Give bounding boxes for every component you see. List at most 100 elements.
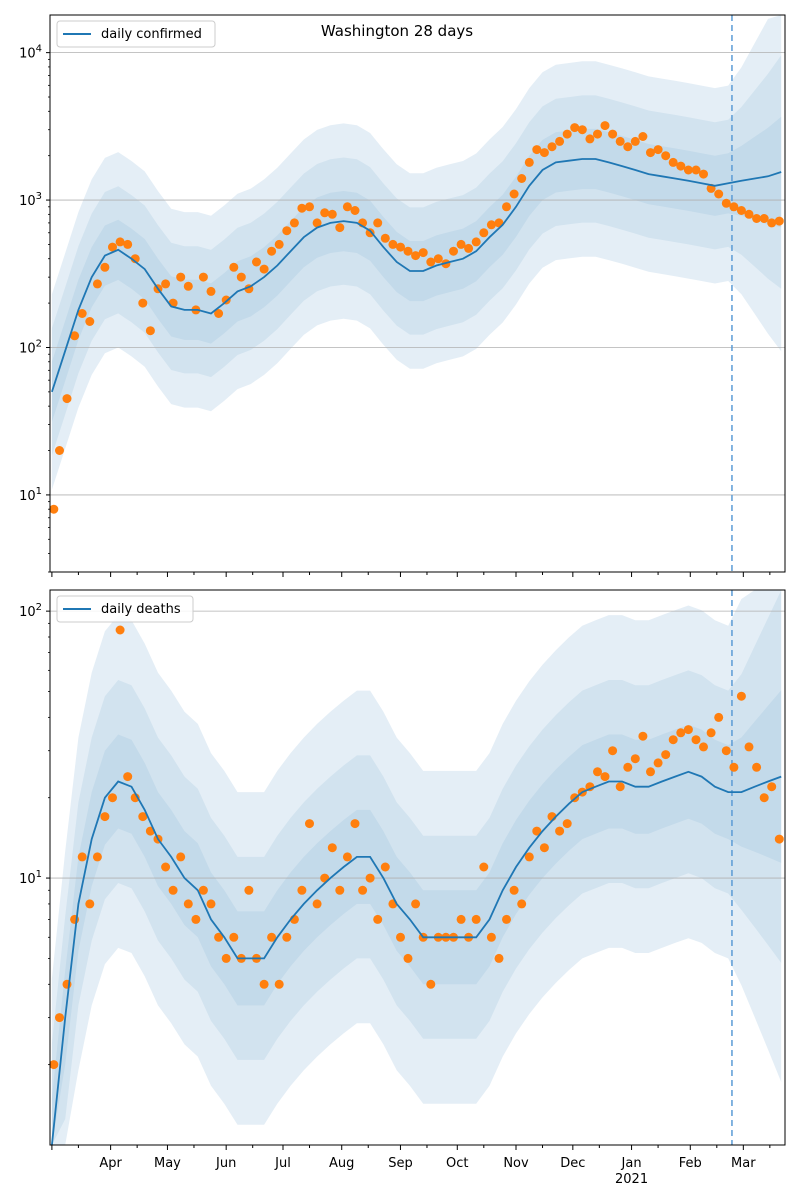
data-point bbox=[736, 206, 746, 215]
data-point bbox=[646, 148, 655, 158]
deaths-panel: 101 102 Apr May Jun Jul Aug Sep Oct Nov Dec Jan Feb… bbox=[19, 589, 786, 1187]
data-point bbox=[524, 157, 534, 167]
data-point bbox=[676, 728, 686, 738]
data-point bbox=[403, 953, 413, 963]
data-point bbox=[259, 264, 269, 274]
x-tick-label: Apr bbox=[99, 1156, 122, 1171]
data-point bbox=[426, 257, 436, 267]
data-point bbox=[699, 169, 708, 179]
data-point bbox=[108, 242, 117, 252]
x-tick-label: Jul bbox=[274, 1156, 291, 1171]
series-line bbox=[51, 770, 782, 1146]
data-point bbox=[721, 198, 731, 208]
data-point bbox=[615, 782, 625, 792]
data-point bbox=[373, 218, 383, 228]
data-point bbox=[623, 762, 633, 772]
data-point bbox=[403, 246, 413, 256]
data-point bbox=[661, 151, 671, 161]
y-axis-ticks: 101 102 103 104 bbox=[19, 44, 50, 573]
data-point bbox=[198, 272, 208, 282]
data-point bbox=[714, 189, 724, 199]
y-axis-ticks: 101 102 bbox=[19, 602, 50, 1066]
data-point bbox=[267, 246, 277, 256]
x-axis-ticks bbox=[51, 572, 771, 577]
legend-label-confirmed: daily confirmed bbox=[101, 27, 202, 42]
data-point bbox=[77, 852, 87, 862]
data-point bbox=[161, 279, 171, 289]
data-point bbox=[774, 216, 784, 226]
data-point bbox=[176, 852, 186, 862]
x-tick-label: Mar bbox=[731, 1156, 756, 1171]
data-point bbox=[396, 242, 405, 252]
data-point bbox=[691, 735, 701, 745]
data-point bbox=[729, 202, 739, 212]
data-point bbox=[646, 767, 655, 777]
data-point bbox=[767, 218, 777, 228]
data-point bbox=[517, 174, 527, 183]
data-point bbox=[282, 932, 292, 942]
data-point bbox=[305, 819, 314, 829]
y-gridlines bbox=[50, 52, 785, 496]
data-point bbox=[570, 123, 580, 133]
data-point bbox=[335, 223, 345, 233]
axes-frame bbox=[49, 589, 786, 1146]
x-tick-label: Jan bbox=[621, 1156, 642, 1171]
legend: daily deaths bbox=[56, 595, 194, 623]
data-point bbox=[176, 272, 186, 282]
data-point bbox=[55, 1013, 64, 1023]
data-point bbox=[85, 317, 95, 326]
data-point bbox=[494, 953, 504, 963]
data-point bbox=[547, 142, 557, 152]
axes-frame-rect bbox=[49, 14, 786, 573]
data-point bbox=[502, 914, 511, 924]
data-point bbox=[289, 218, 299, 228]
legend-box bbox=[56, 595, 194, 623]
data-point bbox=[123, 772, 133, 782]
y-tick-label: 104 bbox=[19, 44, 42, 62]
data-point bbox=[502, 202, 511, 212]
data-point bbox=[229, 932, 239, 942]
data-point bbox=[524, 852, 534, 862]
x-year-label: 2021 bbox=[615, 1172, 648, 1187]
data-point bbox=[585, 134, 595, 144]
data-point bbox=[486, 220, 496, 230]
data-point bbox=[517, 899, 527, 909]
data-point bbox=[396, 932, 405, 942]
data-point bbox=[327, 209, 337, 219]
data-point bbox=[183, 281, 193, 291]
data-point bbox=[615, 136, 625, 146]
data-point bbox=[342, 202, 352, 212]
data-point bbox=[365, 228, 375, 238]
data-point bbox=[426, 979, 436, 989]
data-point bbox=[214, 309, 224, 318]
y-tick-label: 102 bbox=[19, 602, 42, 620]
x-tick-label: Feb bbox=[679, 1156, 702, 1171]
data-point bbox=[471, 237, 481, 247]
daily-confirmed-points bbox=[49, 121, 784, 514]
series-line bbox=[51, 158, 782, 393]
data-point bbox=[418, 248, 428, 258]
data-point bbox=[759, 793, 769, 803]
data-point bbox=[539, 148, 549, 158]
data-point bbox=[464, 243, 474, 253]
daily-deaths-line bbox=[51, 770, 782, 1146]
y-tick-label: 102 bbox=[19, 338, 42, 356]
data-point bbox=[661, 750, 671, 760]
data-point bbox=[630, 136, 640, 146]
data-point bbox=[206, 286, 216, 296]
data-point bbox=[244, 885, 254, 895]
data-point bbox=[183, 899, 193, 909]
data-point bbox=[676, 161, 686, 171]
data-point bbox=[191, 914, 201, 924]
data-point bbox=[623, 142, 633, 152]
data-point bbox=[282, 226, 292, 236]
data-point bbox=[55, 446, 64, 455]
data-point bbox=[608, 746, 618, 756]
data-point bbox=[509, 189, 519, 199]
data-point bbox=[683, 725, 693, 735]
data-point bbox=[252, 257, 261, 267]
data-point bbox=[486, 932, 496, 942]
data-point bbox=[297, 203, 307, 213]
data-point bbox=[736, 691, 746, 701]
data-point bbox=[683, 165, 693, 175]
